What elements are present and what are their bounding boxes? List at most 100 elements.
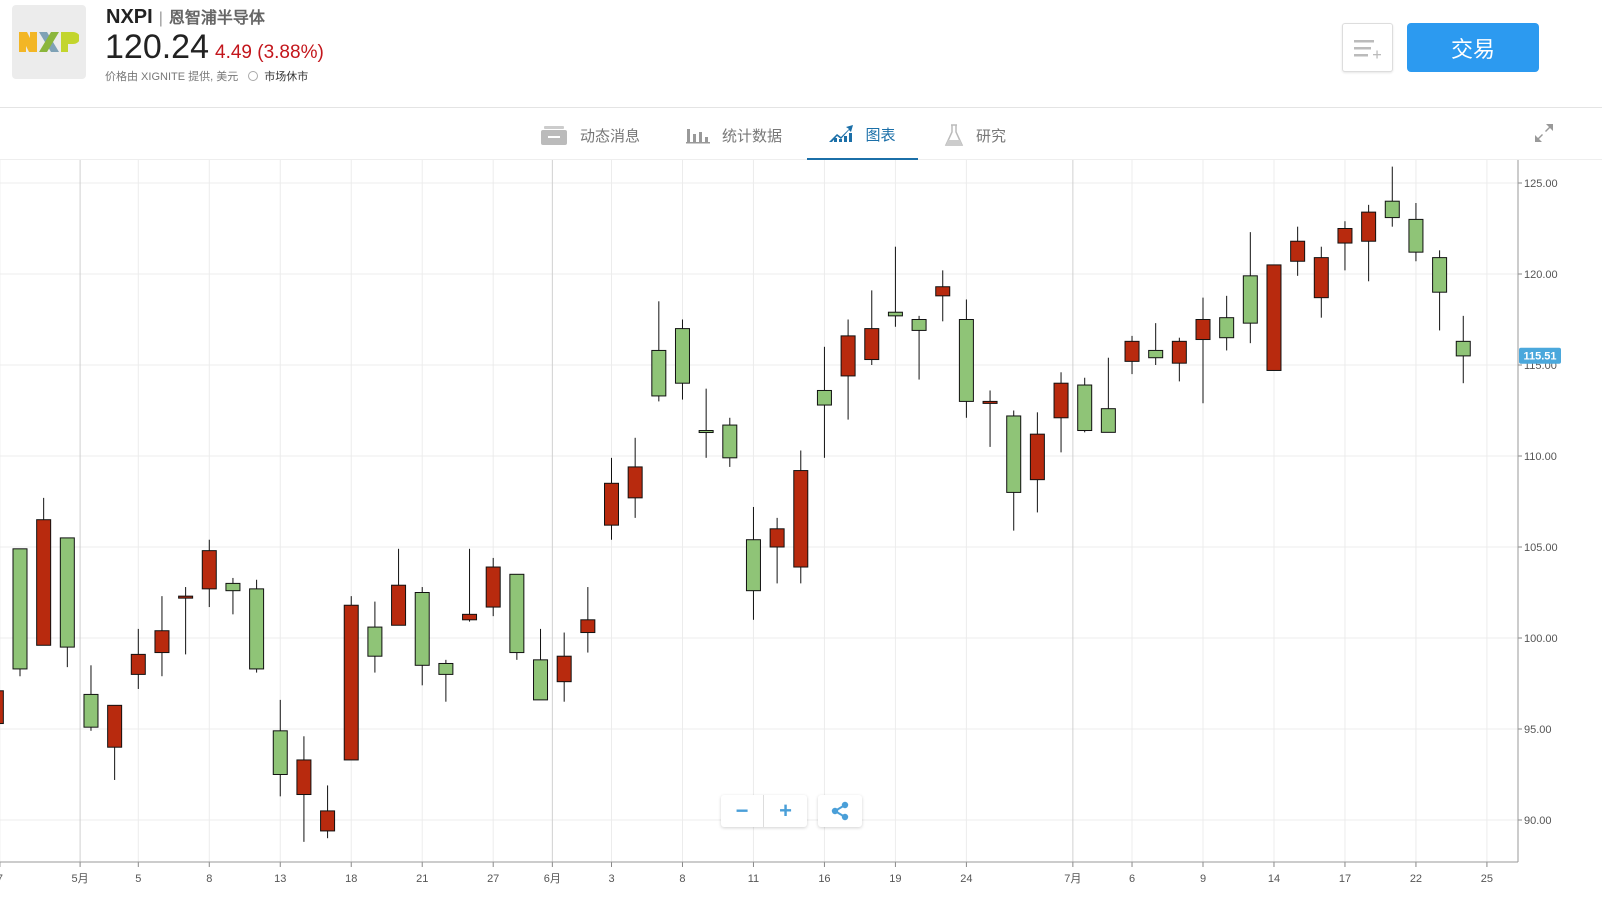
candle-body [367,626,383,657]
candle-body [604,482,619,526]
candle [722,417,738,467]
candle [1242,232,1258,344]
x-tick-label: 9 [1200,873,1206,885]
candle-body [580,619,596,634]
x-tick-label: 22 [1410,873,1422,885]
x-tick-label: 16 [818,873,830,885]
tab-chart[interactable]: 图表 [807,110,918,160]
candle [556,632,572,702]
add-to-watchlist-button[interactable] [1342,23,1393,72]
candle [1290,226,1306,276]
candle [320,785,336,839]
x-tick-label: 3 [608,873,614,885]
candle-body [59,537,75,648]
candle [414,587,430,686]
x-tick-label: 27 [487,873,499,885]
candle-body [1361,211,1377,242]
separator: | [158,10,163,27]
share-button[interactable] [818,795,862,827]
candle [462,548,478,622]
candle [12,548,28,677]
y-tick-label: 90.00 [1524,815,1552,827]
candle-body [201,550,217,590]
candle [59,537,75,668]
candle [745,506,761,620]
x-tick-label: 19 [889,873,901,885]
x-tick-label: 25 [1481,873,1493,885]
candle-body [1077,384,1093,432]
candle-body [272,730,288,776]
x-tick-label: 18 [345,873,357,885]
tab-statistics[interactable]: 统计数据 [686,110,782,160]
candle [1219,295,1235,351]
candle-body [674,328,690,384]
candle-body [556,655,572,683]
x-tick-label: 6 [1129,873,1135,885]
candle [887,246,903,327]
candle [674,319,690,400]
candle-body [840,335,856,377]
candle-body [911,319,927,331]
candle-body [1408,218,1424,253]
candle-body [320,810,336,832]
price-source: 价格由 XIGNITE 提供, 美元 [105,71,239,83]
candle [604,457,619,540]
x-tick-label: 5月 [72,873,89,885]
candle [1100,357,1116,433]
tab-research[interactable]: 研究 [944,110,1006,160]
nxp-logo-icon [19,32,79,52]
candle [1077,377,1093,433]
candle-body [887,311,903,317]
candle [0,690,4,725]
candle-body [107,704,123,748]
candle-body [154,630,170,654]
candle-body [982,400,998,404]
x-tick-label: 21 [416,873,428,885]
current-price: 120.24 [105,28,209,66]
candle [816,346,832,458]
zoom-out-button[interactable]: − [721,795,764,827]
last-price-tag [1519,347,1561,364]
candle-body [83,693,99,728]
flask-icon [944,124,964,146]
candle [1195,297,1211,404]
candlestick-chart[interactable]: 125.00120.00115.00110.00105.00100.0095.0… [0,160,1602,908]
x-tick-label: 7月 [1064,873,1081,885]
candle [509,573,525,660]
candle-body [178,595,194,599]
candle-body [1195,319,1211,341]
candle [1266,264,1282,371]
candle-body [225,582,241,592]
candle-body [1029,433,1045,481]
candle [958,299,974,418]
y-tick-label: 95.00 [1524,724,1552,736]
zoom-controls: − + [721,795,807,827]
candle [83,665,99,731]
bar-chart-icon [686,129,710,144]
candle-body [793,470,809,568]
tab-label: 动态消息 [580,127,641,145]
candle [935,270,951,322]
trade-button[interactable]: 交易 [1407,23,1539,72]
candle-body [533,659,549,701]
candle [391,548,407,626]
candle-body [1053,382,1069,419]
x-tick-label: 5 [135,873,141,885]
ticker-symbol: NXPI [106,6,153,28]
x-tick-label: 8 [679,873,685,885]
candle [438,659,454,702]
tab-label: 研究 [976,127,1007,145]
candle-body [485,566,501,608]
tab-news[interactable]: 动态消息 [540,110,640,160]
last-price-label: 115.51 [1523,351,1556,363]
candle-body [36,519,52,646]
candle-body [462,613,478,621]
candle-body [391,584,407,626]
candle-body [1219,317,1235,339]
zoom-in-button[interactable]: + [779,798,792,823]
x-tick-label: 24 [960,873,972,885]
fullscreen-icon[interactable] [1533,122,1555,144]
candle [1337,221,1353,271]
candle [769,517,785,584]
candle [107,704,123,780]
